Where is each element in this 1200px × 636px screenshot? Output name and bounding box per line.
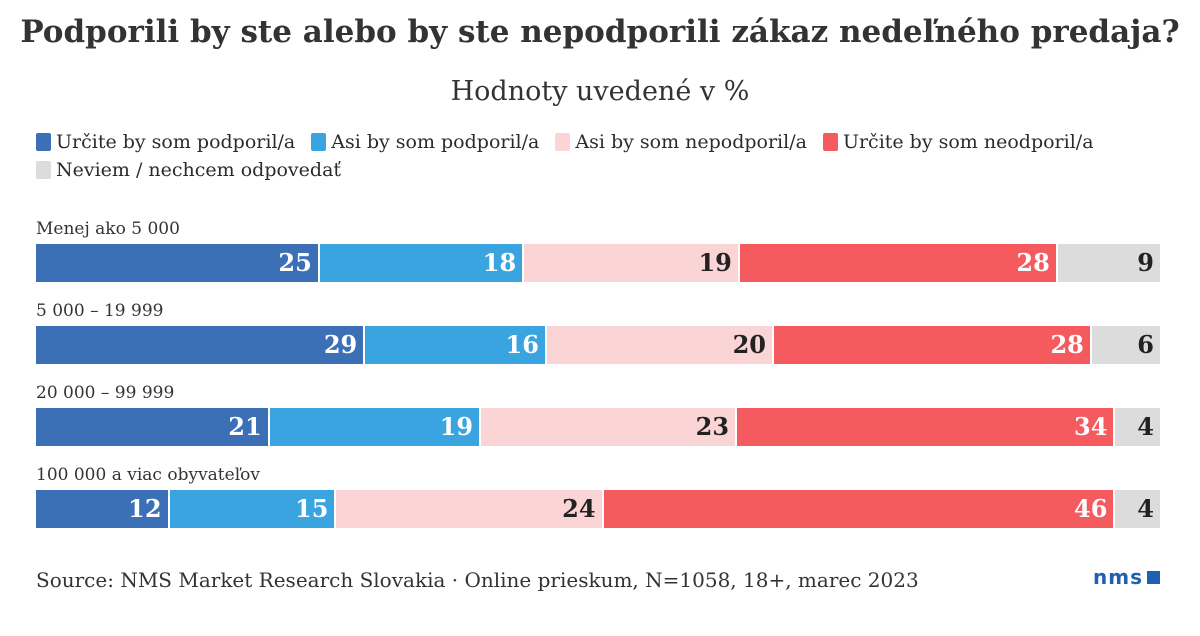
data-label: 6: [1137, 330, 1154, 359]
bar-segment: 18: [319, 244, 525, 282]
bar-segment: 12: [36, 490, 170, 528]
nms-logo: nms: [1093, 565, 1160, 589]
legend-label: Určite by som neodporil/a: [842, 131, 1094, 153]
legend-swatch: [36, 161, 51, 179]
bar-segment: 16: [365, 326, 547, 364]
bar-segment: 20: [546, 326, 774, 364]
data-label: 19: [698, 248, 732, 277]
legend-swatch: [822, 133, 838, 151]
bar-segment: 25: [36, 244, 320, 282]
data-label: 28: [1016, 248, 1050, 277]
legend-item: Neviem / nechcem odpovedať: [36, 158, 341, 182]
bar-segment: 9: [1057, 244, 1160, 282]
bar-segment: 6: [1091, 326, 1160, 364]
legend-label: Asi by som podporil/a: [331, 131, 540, 153]
bar-segment: 46: [603, 490, 1116, 528]
legend: Určite by som podporil/a Asi by som podpo…: [36, 130, 1176, 182]
data-label: 29: [323, 330, 358, 359]
category-label: 20 000 – 99 999: [36, 383, 175, 403]
legend-swatch: [36, 133, 51, 151]
legend-swatch: [555, 133, 571, 151]
legend-item: Určite by som neodporil/a: [822, 130, 1094, 154]
data-label: 25: [278, 248, 312, 277]
source-note: Source: NMS Market Research Slovakia · O…: [36, 568, 919, 592]
bar-segment: 4: [1115, 490, 1160, 528]
bar-segment: 21: [36, 408, 270, 446]
logo-text: nms: [1093, 565, 1143, 589]
data-label: 21: [228, 412, 262, 441]
data-label: 4: [1137, 412, 1154, 441]
legend-item: Asi by som podporil/a: [311, 130, 539, 154]
data-label: 4: [1137, 494, 1154, 523]
data-label: 34: [1074, 412, 1108, 441]
bar-segment: 4: [1115, 408, 1160, 446]
data-label: 28: [1050, 330, 1084, 359]
chart-title: Podporili by ste alebo by ste nepodporil…: [20, 14, 1180, 50]
data-label: 9: [1137, 248, 1154, 277]
data-label: 23: [695, 412, 730, 441]
data-label: 15: [295, 494, 329, 523]
bar-segment: 29: [36, 326, 366, 364]
bar-segment: 15: [169, 490, 337, 528]
data-label: 24: [562, 494, 596, 523]
legend-label: Neviem / nechcem odpovedať: [56, 159, 342, 181]
bar-row: 21 19 23 34 4: [36, 408, 1160, 446]
data-label: 12: [128, 494, 162, 523]
data-label: 20: [732, 330, 766, 359]
legend-label: Asi by som nepodporil/a: [575, 131, 807, 153]
category-label: Menej ako 5 000: [36, 219, 180, 239]
bar-segment: 19: [269, 408, 482, 446]
data-label: 19: [439, 412, 474, 441]
data-label: 46: [1074, 494, 1108, 523]
bar-row: 29 16 20 28 6: [36, 326, 1160, 364]
data-label: 18: [482, 248, 517, 277]
legend-item: Určite by som podporil/a: [36, 130, 295, 154]
logo-square-icon: [1147, 570, 1160, 584]
category-label: 100 000 a viac obyvateľov: [36, 465, 260, 485]
bar-segment: 24: [336, 490, 604, 528]
legend-item: Asi by som nepodporil/a: [555, 130, 807, 154]
bar-row: 25 18 19 28 9: [36, 244, 1160, 282]
bar-segment: 19: [524, 244, 740, 282]
bar-segment: 34: [737, 408, 1116, 446]
bar-segment: 28: [739, 244, 1058, 282]
bar-segment: 28: [773, 326, 1092, 364]
chart-subtitle: Hodnoty uvedené v %: [450, 76, 750, 107]
bar-segment: 23: [481, 408, 738, 446]
category-label: 5 000 – 19 999: [36, 301, 164, 321]
legend-label: Určite by som podporil/a: [56, 131, 296, 153]
data-label: 16: [505, 330, 539, 359]
bar-row: 12 15 24 46 4: [36, 490, 1160, 528]
legend-swatch: [311, 133, 327, 151]
